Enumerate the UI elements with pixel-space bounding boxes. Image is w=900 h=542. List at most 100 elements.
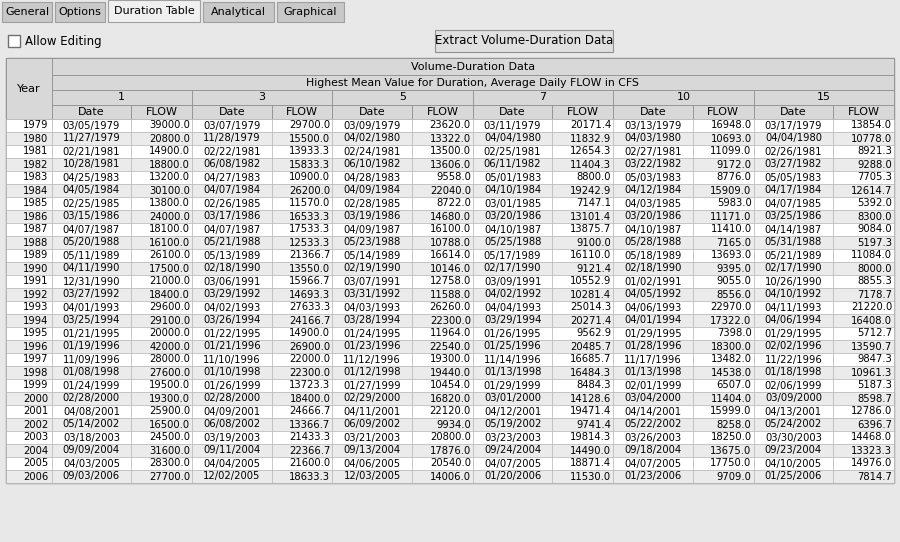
Bar [192,90,332,105]
Text: 05/18/1989: 05/18/1989 [625,250,681,261]
Text: 01/08/1998: 01/08/1998 [63,367,120,377]
Bar [332,249,412,262]
Text: 17876.0: 17876.0 [429,446,471,455]
Bar [472,236,553,249]
Bar [6,288,51,301]
Bar [553,210,613,223]
Bar [6,301,51,314]
Bar [833,340,894,353]
Text: 24500.0: 24500.0 [148,433,190,442]
Bar [693,171,753,184]
Bar [51,379,131,392]
Text: 11/22/1996: 11/22/1996 [765,354,823,365]
Bar [131,223,192,236]
Bar [753,210,833,223]
Text: 11410.0: 11410.0 [710,224,752,235]
Text: 22040.0: 22040.0 [430,185,471,196]
Text: 03/17/1979: 03/17/1979 [765,120,823,131]
Text: 7178.7: 7178.7 [857,289,892,300]
Text: 04/10/1984: 04/10/1984 [484,185,541,196]
Text: 03/25/1986: 03/25/1986 [765,211,822,222]
Bar [753,90,894,105]
Text: 13366.7: 13366.7 [289,420,330,429]
Text: 8556.0: 8556.0 [716,289,752,300]
Text: 05/17/1989: 05/17/1989 [484,250,542,261]
Text: 06/11/1982: 06/11/1982 [484,159,542,170]
Bar [332,431,412,444]
Text: 14490.0: 14490.0 [571,446,611,455]
Text: 01/25/1996: 01/25/1996 [484,341,542,352]
Text: 10788.0: 10788.0 [430,237,471,248]
Text: 1992: 1992 [23,289,49,300]
Bar [51,470,131,483]
Text: 02/28/1985: 02/28/1985 [344,198,400,209]
Text: Duration Table: Duration Table [113,6,194,16]
Text: 05/14/2002: 05/14/2002 [63,420,120,429]
Bar [332,236,412,249]
Text: 02/17/1990: 02/17/1990 [484,263,542,274]
Text: 1979: 1979 [23,120,49,131]
Bar [192,236,272,249]
Bar [272,405,332,418]
Text: 2006: 2006 [23,472,49,481]
Bar [192,379,272,392]
Text: 03/30/2003: 03/30/2003 [765,433,822,442]
Text: 03/20/1986: 03/20/1986 [625,211,681,222]
Bar [51,262,131,275]
Bar [6,431,51,444]
Bar [613,405,693,418]
Bar [693,392,753,405]
Bar [332,119,412,132]
Bar [277,2,344,22]
Bar [272,171,332,184]
Text: 1: 1 [118,93,125,102]
Text: 16820.0: 16820.0 [429,393,471,403]
Text: 03/17/1986: 03/17/1986 [203,211,260,222]
Text: 02/26/1981: 02/26/1981 [765,146,823,157]
Bar [833,262,894,275]
Bar [131,158,192,171]
Text: 12786.0: 12786.0 [850,406,892,416]
Bar [613,470,693,483]
Text: 15: 15 [817,93,831,102]
Bar [693,236,753,249]
Bar [6,405,51,418]
Text: 1993: 1993 [23,302,49,313]
Bar [131,105,192,119]
Text: 29100.0: 29100.0 [148,315,190,326]
Bar [51,392,131,405]
Text: 9934.0: 9934.0 [436,420,471,429]
Bar [51,58,894,75]
Bar [472,119,553,132]
Text: 04/09/1987: 04/09/1987 [344,224,400,235]
Text: 06/09/2002: 06/09/2002 [344,420,400,429]
Text: 10961.3: 10961.3 [850,367,892,377]
Text: 13482.0: 13482.0 [711,354,751,365]
Bar [412,223,472,236]
Bar [833,392,894,405]
Bar [412,470,472,483]
Text: 01/26/1999: 01/26/1999 [203,380,261,390]
Text: 13875.7: 13875.7 [570,224,611,235]
Text: 20540.0: 20540.0 [430,459,471,468]
Text: 2004: 2004 [23,446,49,455]
Bar [693,379,753,392]
Text: 03/26/1994: 03/26/1994 [203,315,260,326]
Bar [272,262,332,275]
Text: 5: 5 [399,93,406,102]
Text: 13933.3: 13933.3 [290,146,330,157]
Bar [332,105,412,119]
Text: 19500.0: 19500.0 [148,380,190,390]
Bar [272,119,332,132]
Bar [192,184,272,197]
Bar [192,119,272,132]
Bar [131,418,192,431]
Text: 16408.0: 16408.0 [851,315,892,326]
Text: 20171.4: 20171.4 [570,120,611,131]
Bar [51,210,131,223]
Bar [192,249,272,262]
Text: 17750.0: 17750.0 [710,459,752,468]
Text: 01/13/1998: 01/13/1998 [625,367,681,377]
Bar [613,171,693,184]
Text: Year: Year [17,83,40,94]
